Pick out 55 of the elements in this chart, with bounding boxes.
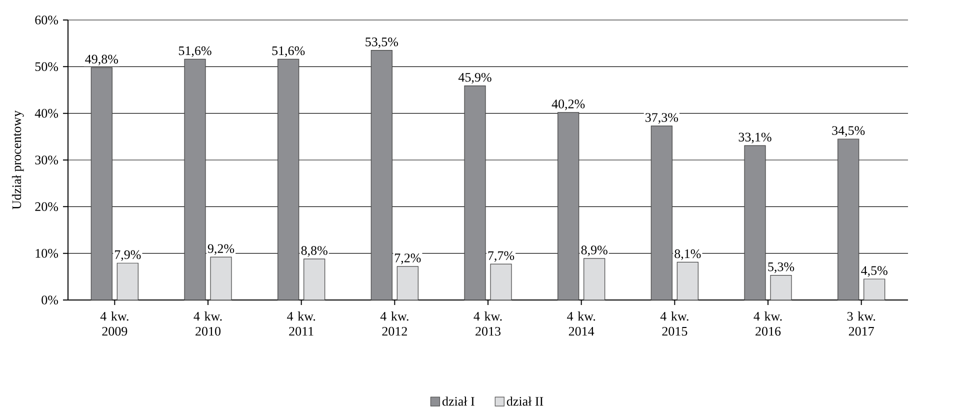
y-tick-label: 30% [35, 156, 58, 164]
bar [744, 145, 766, 300]
data-label: 7,7% [488, 251, 514, 262]
x-tick-label: 4 kw. 2011 [287, 312, 316, 336]
y-tick-label: 60% [35, 16, 58, 24]
data-label: 7,2% [394, 254, 421, 264]
data-label: 8,9% [581, 246, 608, 256]
data-label: 8,1% [674, 249, 701, 260]
bar [210, 256, 232, 300]
x-tick-label: 4 kw. 2010 [194, 312, 222, 336]
data-label: 7,9% [114, 250, 141, 261]
x-tick-label: 4 kw. 2014 [567, 312, 596, 336]
bar [838, 138, 860, 300]
bar [770, 274, 792, 300]
bar [370, 50, 392, 300]
data-label: 34,5% [832, 126, 865, 137]
y-tick-label: 50% [35, 62, 58, 72]
data-label: 4,5% [861, 266, 888, 277]
x-tick-label: 4 kw. 2015 [660, 312, 688, 336]
bar [396, 266, 418, 300]
y-tick-label: 40% [34, 108, 58, 118]
data-label: 51,6% [178, 46, 212, 57]
x-tick-label: 3 kw. 2017 [847, 312, 876, 336]
data-label: 9,2% [208, 244, 234, 255]
bar [676, 262, 698, 300]
bar [864, 278, 886, 300]
y-tick-label: 10% [36, 248, 58, 258]
y-tick-label: 0% [42, 296, 58, 304]
bar [490, 264, 512, 300]
data-label: 51,6% [272, 46, 305, 57]
data-label: 37,3% [646, 113, 678, 124]
bar [558, 112, 580, 300]
data-label: 49,8% [85, 54, 118, 66]
legend-label: dział I [442, 396, 474, 406]
x-tick-label: 4 kw. 2009 [100, 312, 128, 336]
data-label: 40,2% [552, 100, 585, 110]
x-tick-label: 4 kw. 2013 [474, 312, 502, 336]
data-label: 33,1% [738, 132, 772, 144]
y-tick-label: 20% [35, 202, 58, 212]
bar [278, 58, 300, 300]
bar [116, 262, 138, 300]
bar [304, 258, 326, 300]
bar [584, 258, 606, 300]
x-tick-label: 4 kw. 2012 [380, 312, 408, 336]
data-label: 53,5% [366, 37, 398, 48]
bar [90, 67, 112, 300]
bar [464, 85, 486, 300]
data-label: 45,9% [458, 72, 492, 84]
legend-label: dział II [506, 396, 544, 406]
y-axis-title: Udział procentowy [12, 110, 24, 210]
data-label: 5,3% [768, 262, 794, 274]
bar [650, 126, 672, 300]
bar [184, 58, 206, 300]
x-tick-label: 4 kw. 2016 [754, 312, 782, 336]
data-label: 8,8% [301, 246, 328, 257]
